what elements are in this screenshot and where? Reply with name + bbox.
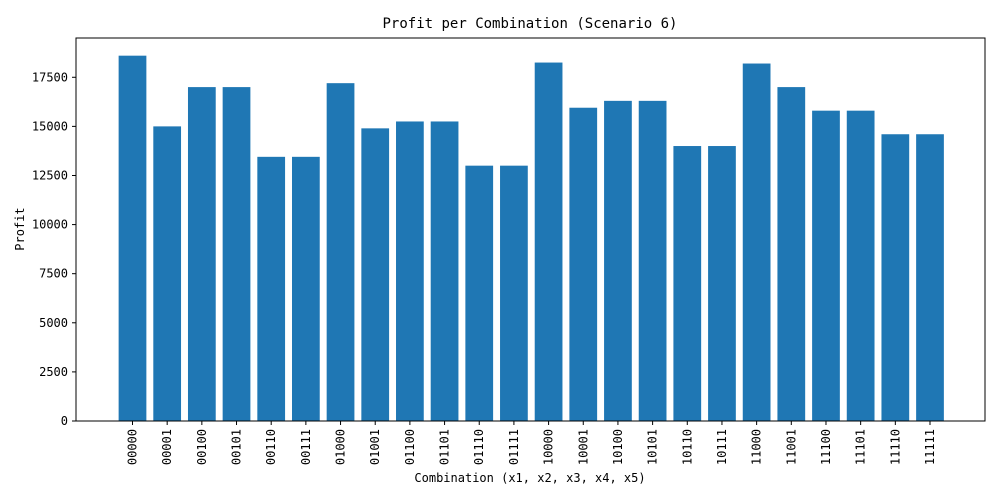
x-tick-label: 10111	[715, 429, 729, 465]
x-tick-label: 00000	[126, 429, 140, 465]
bar-01110	[465, 165, 494, 421]
bar-11001	[777, 87, 806, 421]
bar-00101	[222, 87, 251, 421]
y-tick-label: 2500	[39, 365, 68, 379]
bars-group	[118, 55, 944, 422]
bar-11110	[881, 134, 910, 422]
x-tick-label: 00111	[299, 429, 313, 465]
x-tick-label: 10000	[542, 429, 556, 465]
x-tick-label: 10110	[680, 429, 694, 465]
x-tick-label: 11000	[750, 429, 764, 465]
bar-01111	[500, 165, 528, 421]
bar-11100	[812, 110, 840, 422]
bar-10000	[534, 62, 563, 422]
chart-title: Profit per Combination (Scenario 6)	[382, 16, 677, 32]
bar-01100	[396, 121, 424, 421]
x-tick-label: 01100	[403, 429, 417, 465]
x-tick-label: 00100	[195, 429, 209, 465]
bar-00110	[257, 156, 286, 421]
x-tick-label: 00001	[160, 429, 174, 465]
x-tick-label: 10001	[576, 429, 590, 465]
y-tick-label: 15000	[32, 119, 68, 133]
bar-01001	[361, 128, 390, 421]
y-tick-label: 12500	[32, 168, 68, 182]
x-tick-label: 10101	[646, 429, 660, 465]
x-tick-label: 11110	[888, 429, 902, 465]
x-tick-label: 00110	[264, 429, 278, 465]
x-tick-label: 11111	[923, 429, 937, 465]
x-tick-label: 01110	[472, 429, 486, 465]
bar-10110	[673, 146, 702, 421]
x-tick-label: 11101	[854, 429, 868, 465]
x-tick-label: 10100	[611, 429, 625, 465]
y-axis-ticks: 0 2500 5000 7500 10000 12500 15000 17500	[32, 70, 76, 428]
bar-10100	[604, 100, 632, 421]
bar-00000	[118, 55, 147, 422]
bar-11101	[846, 110, 875, 422]
bar-11000	[742, 63, 771, 421]
plot-frame	[75, 37, 986, 422]
x-axis-ticks: 00000 00001 00100 00101 00110 00111 01000 01001…	[126, 421, 937, 465]
y-tick-label: 17500	[32, 70, 68, 84]
x-tick-label: 11100	[819, 429, 833, 465]
bar-10001	[569, 107, 598, 421]
y-axis-label: Profit	[13, 207, 27, 250]
bar-00100	[187, 87, 216, 421]
bar-01101	[430, 121, 459, 421]
y-tick-label: 0	[61, 414, 68, 428]
bar-01000	[326, 83, 355, 422]
bar-11111	[916, 134, 944, 422]
x-tick-label: 01111	[507, 429, 521, 465]
x-tick-label: 11001	[784, 429, 798, 465]
bar-00001	[153, 126, 182, 421]
bar-10101	[638, 100, 667, 421]
x-tick-label: 01000	[334, 429, 348, 465]
x-axis-label: Combination (x1, x2, x3, x4, x5)	[414, 471, 645, 485]
y-tick-label: 5000	[39, 316, 68, 330]
bar-00111	[292, 156, 320, 421]
x-tick-label: 01101	[438, 429, 452, 465]
x-tick-label: 01001	[368, 429, 382, 465]
bar-10111	[708, 146, 736, 421]
y-tick-label: 7500	[39, 267, 68, 281]
y-tick-label: 10000	[32, 218, 68, 232]
x-tick-label: 00101	[230, 429, 244, 465]
